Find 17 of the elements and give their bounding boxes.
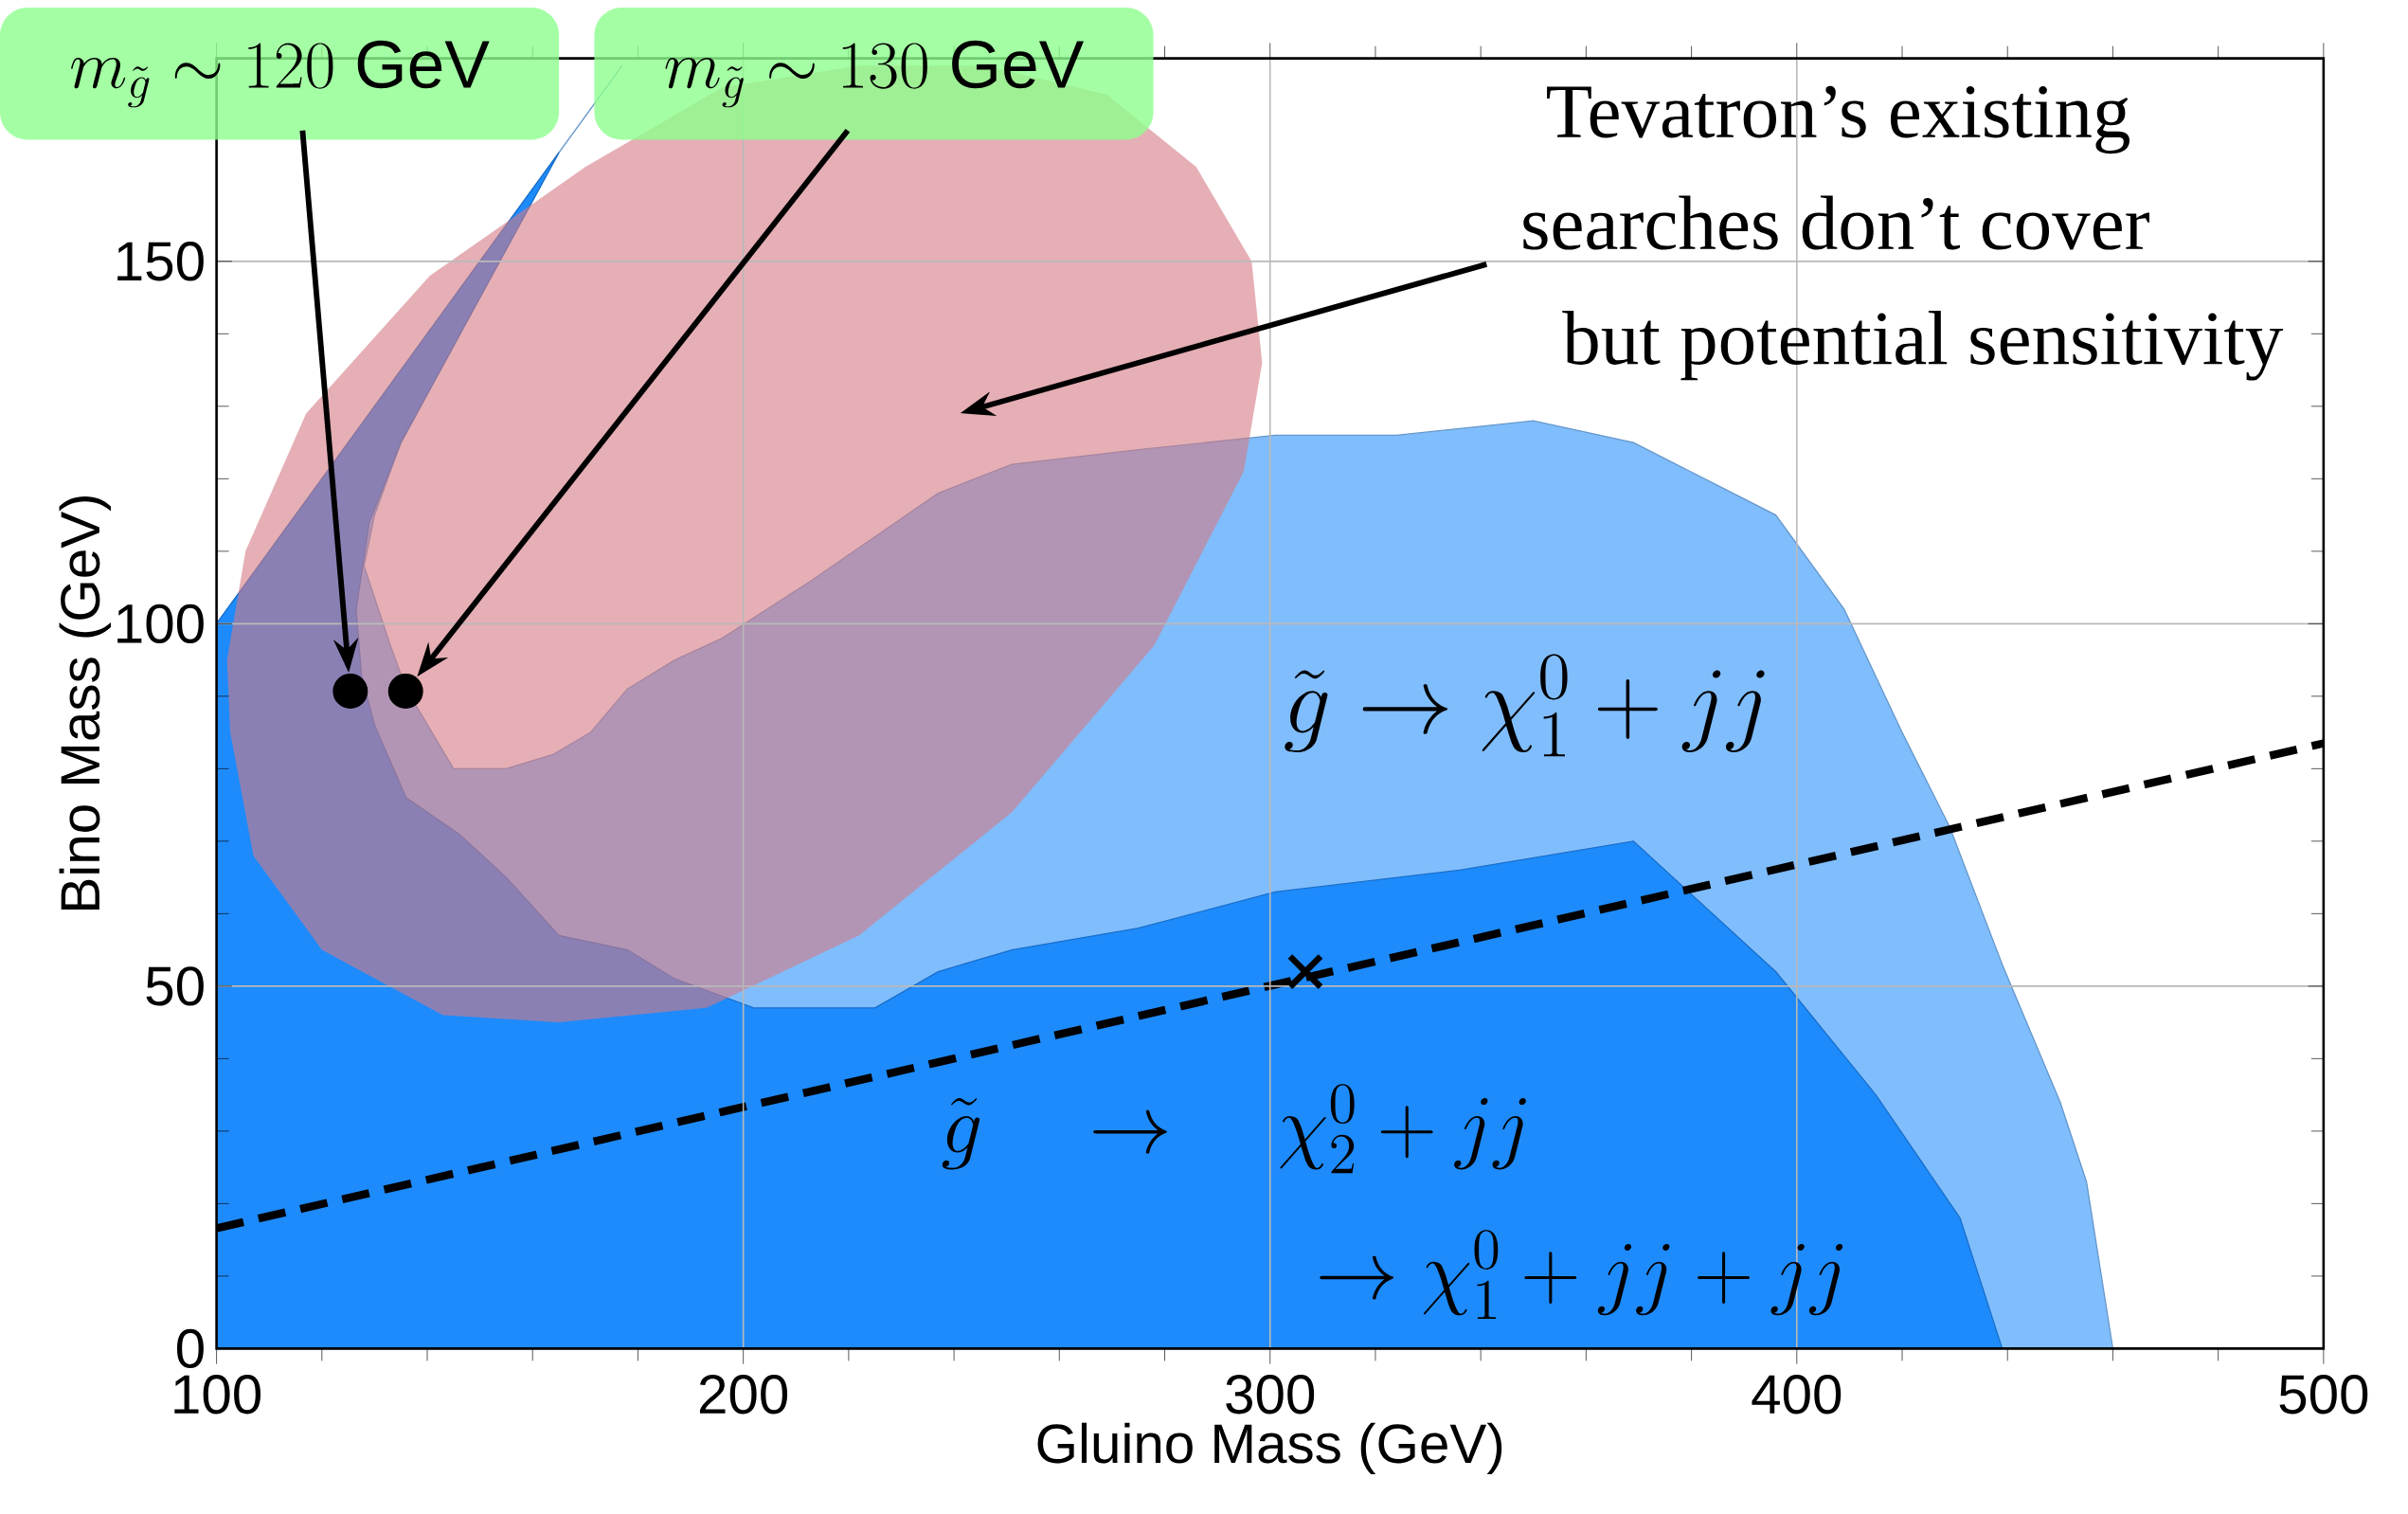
y-tick-label: 0 bbox=[176, 1328, 204, 1368]
x-tick-label: 200 bbox=[699, 1374, 788, 1415]
y-tick-label: 150 bbox=[117, 241, 204, 281]
y-axis-title: Bino Mass (GeV) bbox=[59, 496, 111, 910]
annotation: $\tilde{g} \to \chi_1^0 + jj$ bbox=[1285, 654, 1765, 757]
annotation: Tevatron’s existing bbox=[1547, 85, 2129, 153]
annotation: $m_{\tilde{g}} \sim 120\ \mathrm{GeV}$ bbox=[71, 40, 490, 108]
annotation: $m_{\tilde{g}} \sim 130\ \mathrm{GeV}$ bbox=[665, 40, 1085, 108]
x-tick-label: 100 bbox=[174, 1374, 261, 1415]
x-axis-title: Gluino Mass (GeV) bbox=[1037, 1422, 1502, 1474]
annotation: but potential sensitivity bbox=[1562, 310, 2284, 381]
x-tick-label: 300 bbox=[1226, 1374, 1315, 1415]
y-tick-label: 100 bbox=[117, 604, 204, 643]
x-tick-label: 500 bbox=[2279, 1374, 2368, 1415]
y-tick-label: 50 bbox=[146, 965, 204, 1006]
annotation: searches don’t cover bbox=[1523, 195, 2149, 250]
x-tick-label: 400 bbox=[1752, 1374, 1842, 1415]
